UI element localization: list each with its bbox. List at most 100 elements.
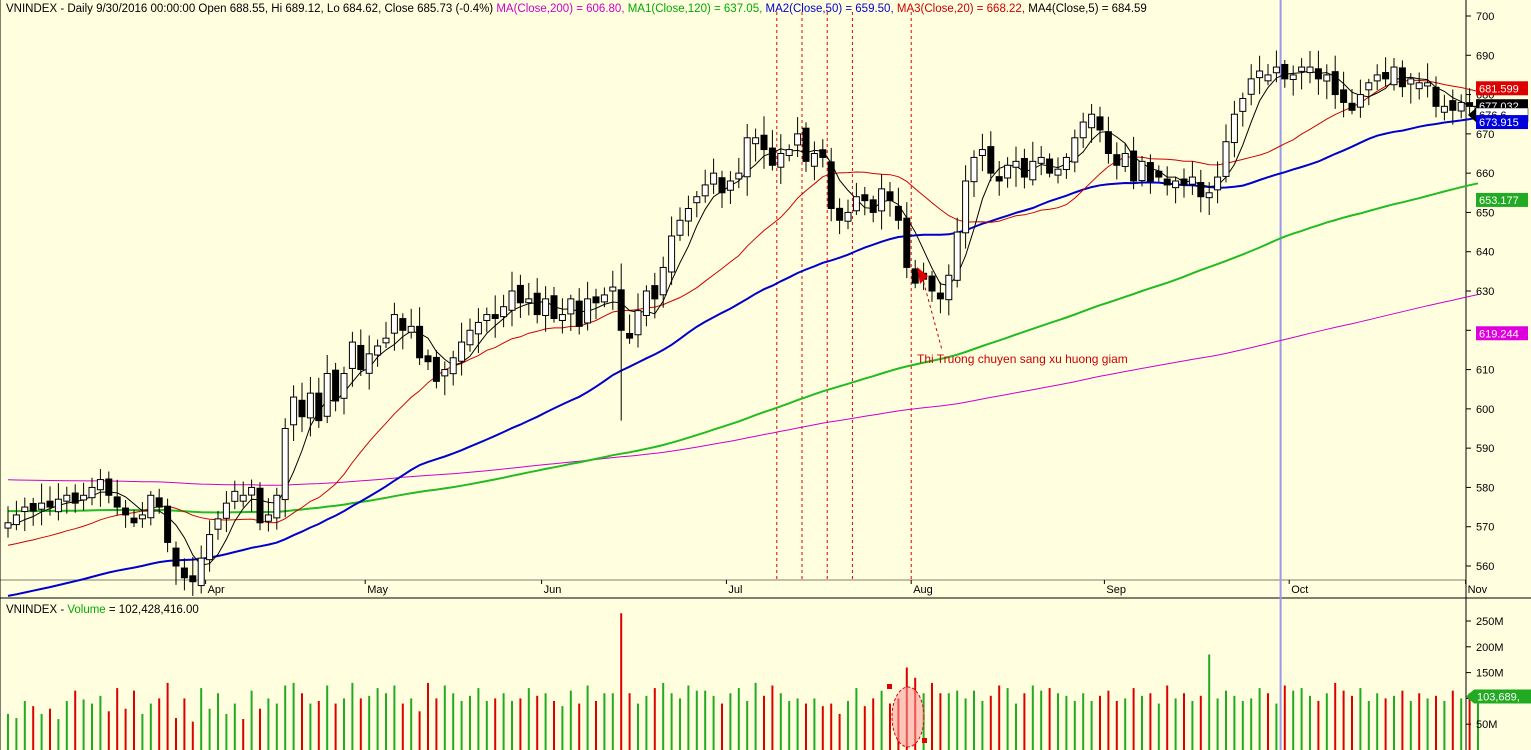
candle-up bbox=[1214, 176, 1222, 191]
header-segment: MA(Close,200) = 606.80, bbox=[496, 3, 627, 15]
price-tick-label: 570 bbox=[1476, 522, 1494, 534]
candle-down bbox=[1130, 150, 1138, 182]
candle-up bbox=[1356, 94, 1364, 108]
candle-up bbox=[1424, 82, 1432, 87]
candle-up bbox=[642, 290, 650, 316]
candle-down bbox=[164, 505, 172, 543]
header-segment: VNINDEX - bbox=[6, 604, 67, 616]
candle-up bbox=[449, 357, 457, 375]
candle-up bbox=[1071, 137, 1079, 163]
candle-down bbox=[861, 194, 869, 202]
price-tick-label: 670 bbox=[1476, 129, 1494, 141]
candle-up bbox=[281, 428, 289, 501]
event-lines bbox=[776, 0, 1282, 750]
price-tag: 673.915 bbox=[1476, 115, 1528, 130]
candle-down bbox=[1348, 102, 1356, 111]
candle-up bbox=[88, 486, 96, 499]
candle-up bbox=[21, 506, 29, 513]
candle-down bbox=[180, 567, 188, 579]
candle-up bbox=[1205, 192, 1213, 199]
month-label: Jun bbox=[544, 584, 562, 596]
candle-up bbox=[1029, 160, 1037, 181]
candle-up bbox=[1298, 66, 1306, 72]
candle-down bbox=[718, 177, 726, 194]
price-tick-label: 580 bbox=[1476, 482, 1494, 494]
price-tick-label: 650 bbox=[1476, 207, 1494, 219]
candle-up bbox=[407, 325, 415, 333]
candle-up bbox=[96, 479, 104, 491]
volume-marker bbox=[887, 684, 892, 689]
candle-down bbox=[130, 517, 138, 524]
candle-down bbox=[357, 344, 365, 371]
price-tick-label: 610 bbox=[1476, 365, 1494, 377]
candle-down bbox=[516, 284, 524, 304]
ma200-line bbox=[7, 294, 1479, 486]
candle-down bbox=[894, 205, 902, 221]
candle-up bbox=[676, 219, 684, 236]
candle-up bbox=[752, 137, 760, 145]
candle-up bbox=[794, 133, 802, 146]
candle-up bbox=[466, 329, 474, 346]
candle-down bbox=[432, 356, 440, 382]
candle-down bbox=[122, 507, 130, 516]
candle-up bbox=[777, 153, 785, 168]
candle-down bbox=[1466, 102, 1474, 107]
candle-down bbox=[1020, 157, 1028, 178]
candle-down bbox=[1146, 162, 1154, 182]
header-segment: MA2(Close,50) = 659.50, bbox=[765, 3, 896, 15]
candle-up bbox=[567, 298, 575, 315]
candle-up bbox=[1373, 74, 1381, 82]
candle-down bbox=[760, 134, 768, 151]
candle-up bbox=[1256, 70, 1264, 79]
candle-up bbox=[1054, 168, 1062, 176]
candle-up bbox=[668, 235, 676, 273]
candle-up bbox=[1012, 160, 1020, 168]
month-label: Oct bbox=[1291, 584, 1308, 596]
candle-up bbox=[558, 314, 566, 321]
header-segment: MA1(Close,120) = 637.05, bbox=[628, 3, 766, 15]
candle-down bbox=[802, 127, 810, 162]
candle-down bbox=[1398, 67, 1406, 88]
candle-up bbox=[63, 494, 71, 502]
candle-up bbox=[953, 231, 961, 281]
month-label: Sep bbox=[1106, 584, 1126, 596]
volume-marker bbox=[922, 738, 927, 743]
candle-up bbox=[197, 557, 205, 587]
annotation-text: Thi Truong chuyen sang xu huong giam bbox=[917, 352, 1128, 366]
candle-down bbox=[1163, 178, 1171, 186]
candle-up bbox=[1247, 78, 1255, 95]
candle-up bbox=[365, 353, 373, 374]
candle-up bbox=[1440, 105, 1448, 113]
candle-up bbox=[726, 180, 734, 191]
price-tag-box bbox=[1476, 81, 1528, 96]
ma120-line bbox=[8, 182, 1479, 514]
price-tick-label: 640 bbox=[1476, 247, 1494, 259]
candle-down bbox=[256, 487, 264, 524]
ma50-line bbox=[7, 116, 1479, 597]
moving-average-lines bbox=[7, 70, 1479, 597]
candle-down bbox=[1046, 158, 1054, 174]
candle-down bbox=[491, 314, 499, 319]
candle-up bbox=[1323, 74, 1331, 82]
candle-up bbox=[600, 294, 608, 303]
header-segment: = 102,428,416.00 bbox=[106, 604, 199, 616]
candle-up bbox=[701, 184, 709, 197]
candle-down bbox=[819, 149, 827, 158]
volume-tag-label: 103,689, bbox=[1477, 691, 1520, 703]
price-tag-label: 653.177 bbox=[1479, 195, 1519, 207]
candle-up bbox=[1230, 113, 1238, 144]
candle-up bbox=[222, 502, 230, 519]
annotation-leader bbox=[921, 275, 943, 351]
candle-down bbox=[995, 176, 1003, 182]
candle-up bbox=[1390, 66, 1398, 86]
candle-up bbox=[508, 290, 516, 311]
month-label: Nov bbox=[1468, 584, 1488, 596]
candle-down bbox=[298, 399, 306, 418]
candle-down bbox=[1113, 154, 1121, 166]
price-tag-label: 673.915 bbox=[1479, 117, 1519, 129]
candle-up bbox=[844, 211, 852, 222]
candle-up bbox=[634, 310, 642, 336]
price-tick-label: 560 bbox=[1476, 561, 1494, 573]
candle-down bbox=[1340, 89, 1348, 103]
